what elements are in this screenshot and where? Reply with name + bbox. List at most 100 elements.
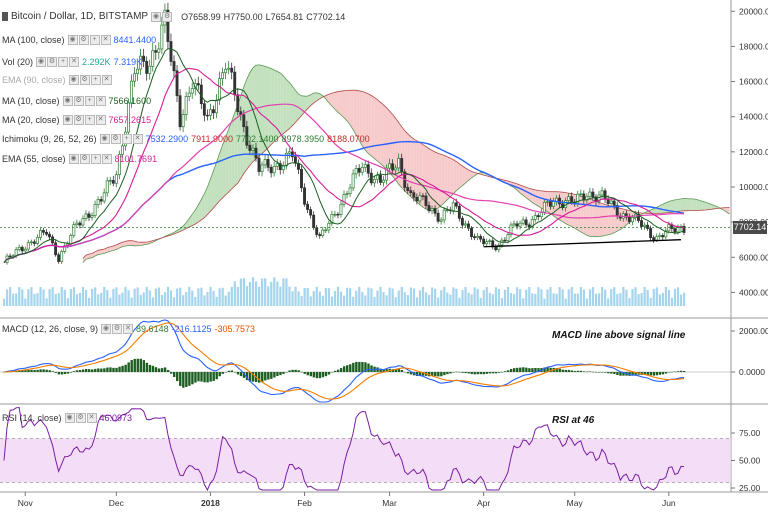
macd-hist-bar — [51, 371, 54, 372]
candle-body — [600, 190, 604, 196]
volume-bar — [270, 281, 273, 306]
cloud-segment — [468, 169, 472, 181]
cloud-segment — [350, 90, 354, 130]
cloud-segment — [699, 200, 703, 211]
cloud-segment — [453, 159, 457, 194]
macd-hist-bar — [506, 370, 510, 372]
cloud-segment — [107, 246, 111, 253]
volume-bar — [591, 287, 595, 306]
volume-bar — [203, 295, 206, 306]
macd-hist-bar — [48, 370, 51, 372]
volume-bar — [540, 289, 543, 306]
y-tick-label: 75.00 — [739, 428, 761, 438]
cloud-segment — [259, 64, 263, 157]
candle-body — [221, 72, 225, 79]
candle-body — [160, 24, 164, 50]
macd-hist-bar — [248, 372, 252, 382]
legend-value: 8101.7691 — [114, 154, 158, 164]
macd-hist-bar — [327, 372, 331, 375]
macd-hist-bar — [673, 371, 677, 373]
legend-controls[interactable]: ◉ ⚙ + ✕ — [99, 134, 143, 144]
volume-bar — [431, 287, 434, 306]
cloud-segment — [380, 102, 384, 167]
rsi-controls[interactable]: ◉ ⚙ ✕ — [64, 413, 97, 423]
macd-hist-bar — [78, 370, 82, 372]
ema-55-line — [3, 103, 685, 264]
volume-bar — [452, 287, 455, 306]
macd-hist-bar — [513, 368, 516, 372]
legend-controls[interactable]: ◉ ⚙ + ✕ — [62, 115, 106, 125]
macd-hist-bar — [573, 371, 577, 372]
cloud-segment — [444, 155, 448, 203]
legend-controls[interactable]: ◉ ⚙ + ✕ — [67, 35, 111, 45]
candle-body — [576, 193, 580, 204]
volume-bar — [667, 290, 671, 306]
macd-hist-bar — [276, 372, 279, 376]
volume-bar — [655, 287, 658, 306]
macd-hist-bar — [610, 372, 613, 374]
legend-value: 8188.0700 — [327, 134, 370, 144]
legend-controls[interactable]: ◉ ⚙ + ✕ — [36, 57, 80, 67]
volume-bar — [218, 288, 221, 306]
volume-bar — [169, 290, 173, 306]
volume-bar — [358, 286, 361, 306]
legend-controls[interactable]: ◉ ⚙ + ✕ — [62, 96, 106, 106]
symbol-header: Bitcoin / Dollar, 1D, BITSTAMP ◉ ⚙ O7658.… — [2, 11, 345, 22]
volume-bar — [467, 292, 470, 306]
macd-hist-bar — [91, 369, 94, 372]
volume-bar — [485, 286, 488, 306]
candle-body — [254, 147, 258, 159]
candle-body — [506, 234, 510, 241]
cloud-segment — [186, 218, 190, 229]
volume-bar — [631, 289, 634, 306]
legend-controls[interactable]: ◉ ⚙ + ✕ — [68, 154, 112, 164]
macd-hist-bar — [352, 362, 355, 372]
legend-controls[interactable]: ◉ ⚙ + ✕ — [68, 75, 112, 85]
macd-hist-bar — [613, 372, 616, 374]
candle-body — [26, 242, 30, 250]
legend-row: MA (20, close) ◉ ⚙ + ✕ 7657.2615 — [2, 115, 151, 125]
candle-body — [8, 255, 12, 258]
volume-bar — [649, 298, 652, 306]
cloud-segment — [234, 104, 238, 187]
macd-hist-bar — [516, 367, 519, 372]
macd-hist-bar — [176, 372, 179, 382]
volume-bar — [279, 286, 282, 306]
x-tick-label: Jun — [662, 498, 676, 508]
cloud-segment — [125, 240, 129, 246]
macd-hist-bar — [203, 372, 206, 383]
cloud-segment — [383, 104, 387, 170]
macd-hist-bar — [588, 371, 592, 372]
volume-bar — [461, 290, 464, 306]
legend-value: 7702.1400 — [236, 134, 279, 144]
cloud-segment — [328, 93, 332, 107]
macd-hist-bar — [303, 372, 306, 374]
volume-bar — [567, 289, 570, 306]
volume-bar — [106, 290, 109, 306]
volume-bar — [479, 297, 482, 306]
volume-bar — [628, 298, 631, 306]
legend-value: 7657.2615 — [108, 115, 152, 125]
legend-name: EMA (55, close) — [2, 154, 66, 164]
cloud-segment — [547, 191, 551, 214]
volume-bar — [640, 293, 643, 306]
volume-bar — [72, 287, 76, 306]
macd-hist-bar — [421, 372, 425, 376]
cloud-segment — [131, 240, 135, 246]
macd-controls[interactable]: ◉ ⚙ ✕ — [101, 324, 134, 334]
candle-body — [658, 235, 662, 238]
rsi-band — [0, 438, 731, 483]
candle-body — [661, 235, 665, 238]
volume-bar — [315, 286, 318, 306]
candle-body — [463, 223, 467, 226]
candle-body — [330, 214, 334, 224]
cloud-segment — [347, 90, 351, 125]
cloud-segment — [231, 112, 235, 190]
symbol-controls[interactable]: ◉ ⚙ — [151, 11, 173, 22]
volume-bar — [182, 295, 185, 306]
volume-bar — [652, 288, 655, 306]
candle-body — [306, 203, 310, 210]
candle-body — [111, 180, 115, 184]
macd-hist-bar — [230, 370, 234, 372]
macd-hist-bar — [300, 371, 303, 373]
